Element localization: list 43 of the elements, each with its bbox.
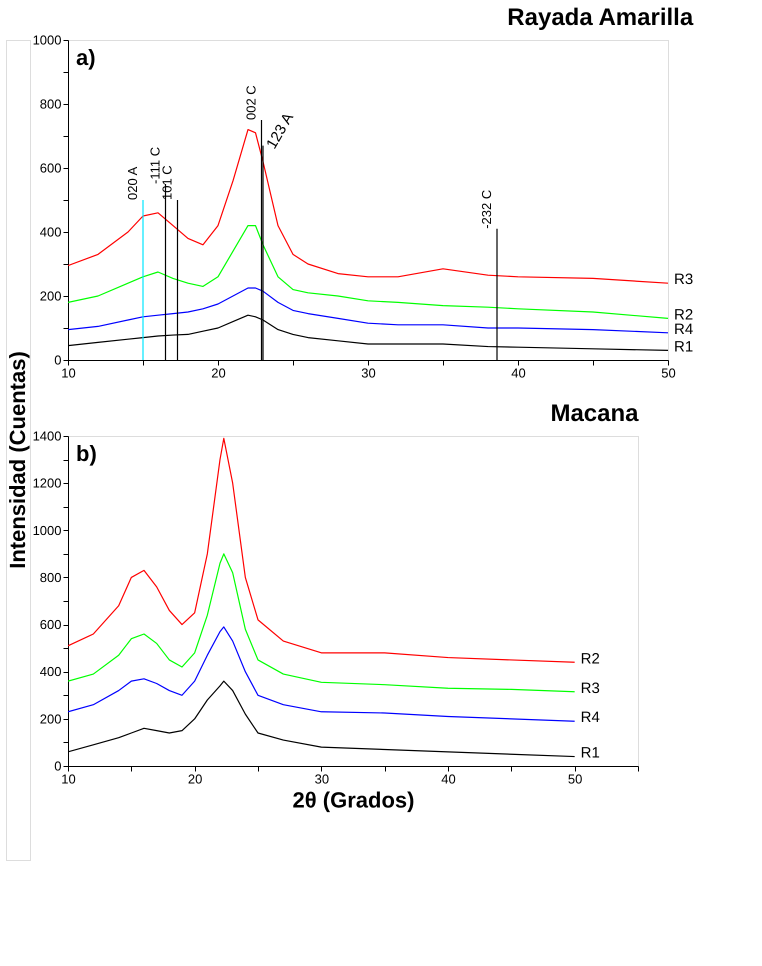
- y-tick-label: 400: [40, 224, 62, 240]
- y-tick-label: 200: [40, 711, 62, 726]
- series-label: R2: [580, 650, 600, 668]
- annotation: 002 C: [244, 85, 258, 120]
- series-label: R1: [674, 338, 694, 356]
- chart-title: Macana: [550, 400, 640, 427]
- y-tick-label: 1000: [32, 32, 62, 48]
- y-tick-label: 800: [40, 96, 62, 112]
- y-tick-label: 400: [40, 664, 62, 680]
- x-tick-label: 10: [61, 366, 76, 380]
- x-tick-label: 20: [211, 366, 226, 380]
- x-tick-label: 50: [568, 772, 582, 786]
- x-tick-label: 40: [441, 772, 456, 786]
- annotation: b): [76, 441, 97, 466]
- y-tick-label: 200: [40, 288, 62, 304]
- annotation: -111 C: [148, 146, 162, 184]
- y-axis-title: Intensidad (Cuentas): [5, 351, 30, 569]
- y-tick-label: 0: [54, 758, 62, 774]
- x-tick-label: 10: [61, 772, 76, 786]
- annotation: 123 A: [263, 110, 298, 152]
- series-label: R4: [674, 320, 694, 338]
- series-label: R3: [674, 271, 694, 288]
- series-label: R3: [580, 680, 600, 697]
- x-tick-label: 20: [188, 772, 202, 786]
- y-tick-label: 1000: [32, 522, 62, 538]
- y-tick-label: 600: [40, 617, 62, 632]
- series-label: R4: [580, 709, 600, 726]
- x-tick-label: 30: [314, 772, 330, 786]
- y-tick-label: 0: [54, 352, 62, 368]
- annotation: 020 A: [125, 166, 140, 200]
- annotation: -232 C: [479, 190, 494, 229]
- x-tick-label: 40: [511, 366, 526, 380]
- x-axis-title: 2θ (Grados): [292, 788, 414, 812]
- y-tick-label: 800: [40, 570, 62, 585]
- chart-title: Rayada Amarilla: [507, 4, 694, 31]
- y-tick-label: 600: [40, 160, 62, 176]
- annotation: a): [76, 45, 96, 70]
- series-label: R1: [580, 744, 600, 762]
- x-tick-label: 50: [661, 366, 676, 380]
- series-label: R2: [674, 306, 694, 324]
- y-tick-label: 1400: [32, 428, 62, 444]
- x-tick-label: 30: [361, 366, 376, 380]
- y-tick-label: 1200: [32, 476, 62, 491]
